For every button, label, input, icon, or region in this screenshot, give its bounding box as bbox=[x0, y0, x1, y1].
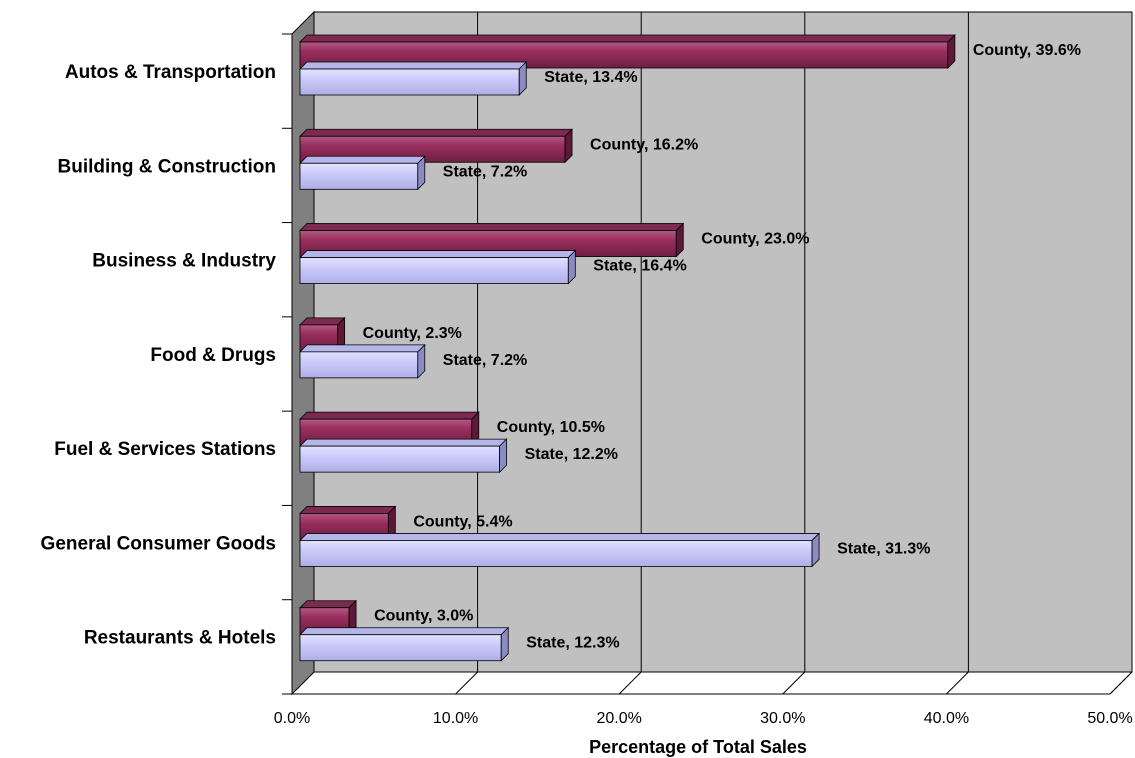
category-label: Restaurants & Hotels bbox=[84, 628, 276, 649]
data-label-county: County, 5.4% bbox=[413, 513, 512, 530]
category-label: Food & Drugs bbox=[150, 345, 276, 366]
data-labels: County, 39.6% State, 13.4% County, 16.2% St… bbox=[363, 42, 1081, 652]
x-tick-label: 0.0% bbox=[274, 710, 310, 727]
category-label: Fuel & Services Stations bbox=[54, 439, 276, 460]
data-label-county: County, 10.5% bbox=[497, 419, 605, 436]
x-tick-label: 40.0% bbox=[924, 710, 969, 727]
category-labels: Autos & Transportation Building & Constru… bbox=[41, 62, 277, 649]
x-tick-label: 10.0% bbox=[433, 710, 478, 727]
x-tick-labels: 0.0% 10.0% 20.0% 30.0% 40.0% 50.0% bbox=[274, 710, 1133, 727]
data-label-state: State, 7.2% bbox=[443, 352, 527, 369]
category-label: Autos & Transportation bbox=[65, 62, 276, 83]
category-label: General Consumer Goods bbox=[41, 533, 276, 554]
floor-gridline bbox=[1109, 671, 1133, 695]
data-label-state: State, 7.2% bbox=[443, 163, 527, 180]
bar-state bbox=[299, 343, 426, 379]
back-wall bbox=[313, 11, 1133, 673]
data-label-county: County, 23.0% bbox=[701, 231, 809, 248]
data-label-county: County, 2.3% bbox=[363, 325, 462, 342]
x-axis-title: Percentage of Total Sales bbox=[589, 737, 807, 757]
bar-state bbox=[299, 249, 577, 285]
bar-state bbox=[299, 155, 426, 191]
category-label: Building & Construction bbox=[58, 156, 276, 177]
data-label-state: State, 16.4% bbox=[593, 258, 686, 275]
floor-gridline bbox=[782, 671, 806, 695]
bar-state bbox=[299, 61, 528, 96]
bar-county bbox=[299, 128, 573, 164]
x-tick-label: 20.0% bbox=[597, 710, 642, 727]
data-label-state: State, 13.4% bbox=[544, 69, 637, 86]
data-label-county: County, 39.6% bbox=[973, 42, 1081, 59]
data-label-state: State, 12.2% bbox=[525, 446, 618, 463]
floor-gridline bbox=[618, 671, 642, 695]
x-tick-label: 30.0% bbox=[760, 710, 805, 727]
floor-gridline bbox=[455, 671, 478, 695]
category-label: Business & Industry bbox=[92, 251, 276, 272]
data-label-county: County, 16.2% bbox=[590, 136, 698, 153]
data-label-state: State, 31.3% bbox=[837, 540, 930, 557]
x-tick-label: 50.0% bbox=[1087, 710, 1132, 727]
floor-gridline bbox=[946, 671, 969, 695]
bar-state bbox=[299, 532, 821, 568]
bars bbox=[299, 34, 956, 662]
data-label-state: State, 12.3% bbox=[526, 635, 619, 652]
bar-county bbox=[299, 34, 956, 69]
data-label-county: County, 3.0% bbox=[374, 608, 473, 625]
bar-state bbox=[299, 626, 510, 662]
bar-state bbox=[299, 438, 508, 474]
